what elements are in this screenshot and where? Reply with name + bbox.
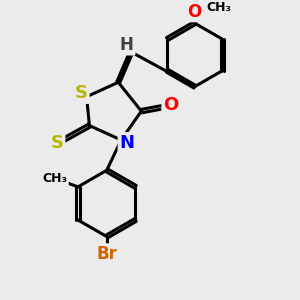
Text: S: S bbox=[51, 134, 64, 152]
Text: CH₃: CH₃ bbox=[207, 1, 232, 14]
Text: O: O bbox=[188, 3, 202, 21]
Text: N: N bbox=[119, 134, 134, 152]
Text: H: H bbox=[120, 36, 134, 54]
Text: CH₃: CH₃ bbox=[42, 172, 68, 185]
Text: O: O bbox=[163, 96, 178, 114]
Text: Br: Br bbox=[96, 245, 117, 263]
Text: S: S bbox=[75, 84, 88, 102]
